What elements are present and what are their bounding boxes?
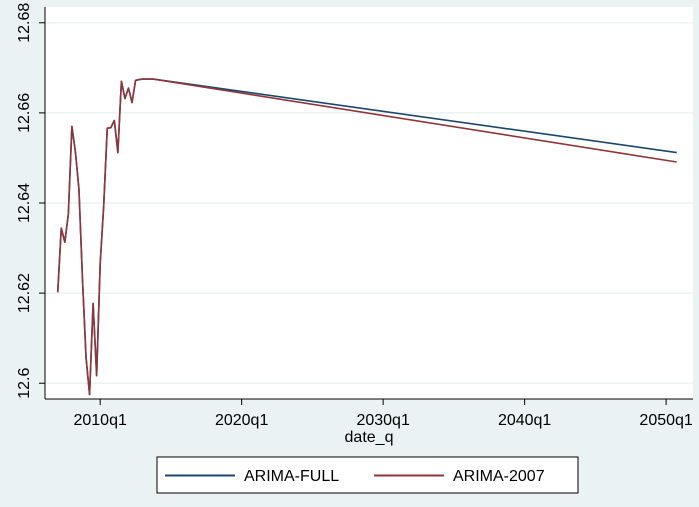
series-line-arima-2007 xyxy=(56,78,677,396)
legend-item-arima-full: ARIMA-FULL xyxy=(165,468,339,485)
y-axis-ticks: 12.6 12.62 12.64 12.66 12.68 xyxy=(16,3,45,399)
legend-label-arima-full: ARIMA-FULL xyxy=(244,468,339,485)
y-tick-label: 12.64 xyxy=(16,183,33,223)
series-layer xyxy=(56,78,677,396)
x-tick-label: 2020q1 xyxy=(215,412,268,429)
x-tick-label: 2010q1 xyxy=(73,412,126,429)
x-tick-label: 2050q1 xyxy=(639,412,692,429)
y-tick-label: 12.68 xyxy=(16,3,33,43)
x-tick-label: 2040q1 xyxy=(498,412,551,429)
y-tick-label: 12.66 xyxy=(16,93,33,133)
legend-label-arima-2007: ARIMA-2007 xyxy=(453,468,545,485)
legend: ARIMA-FULL ARIMA-2007 xyxy=(156,456,579,494)
legend-item-arima-2007: ARIMA-2007 xyxy=(374,468,545,485)
x-axis-ticks: 2010q1 2020q1 2030q1 2040q1 2050q1 xyxy=(73,399,693,429)
y-tick-label: 12.62 xyxy=(16,273,33,313)
y-tick-label: 12.6 xyxy=(16,368,33,399)
x-tick-label: 2030q1 xyxy=(356,412,409,429)
x-axis-title: date_q xyxy=(345,429,394,446)
